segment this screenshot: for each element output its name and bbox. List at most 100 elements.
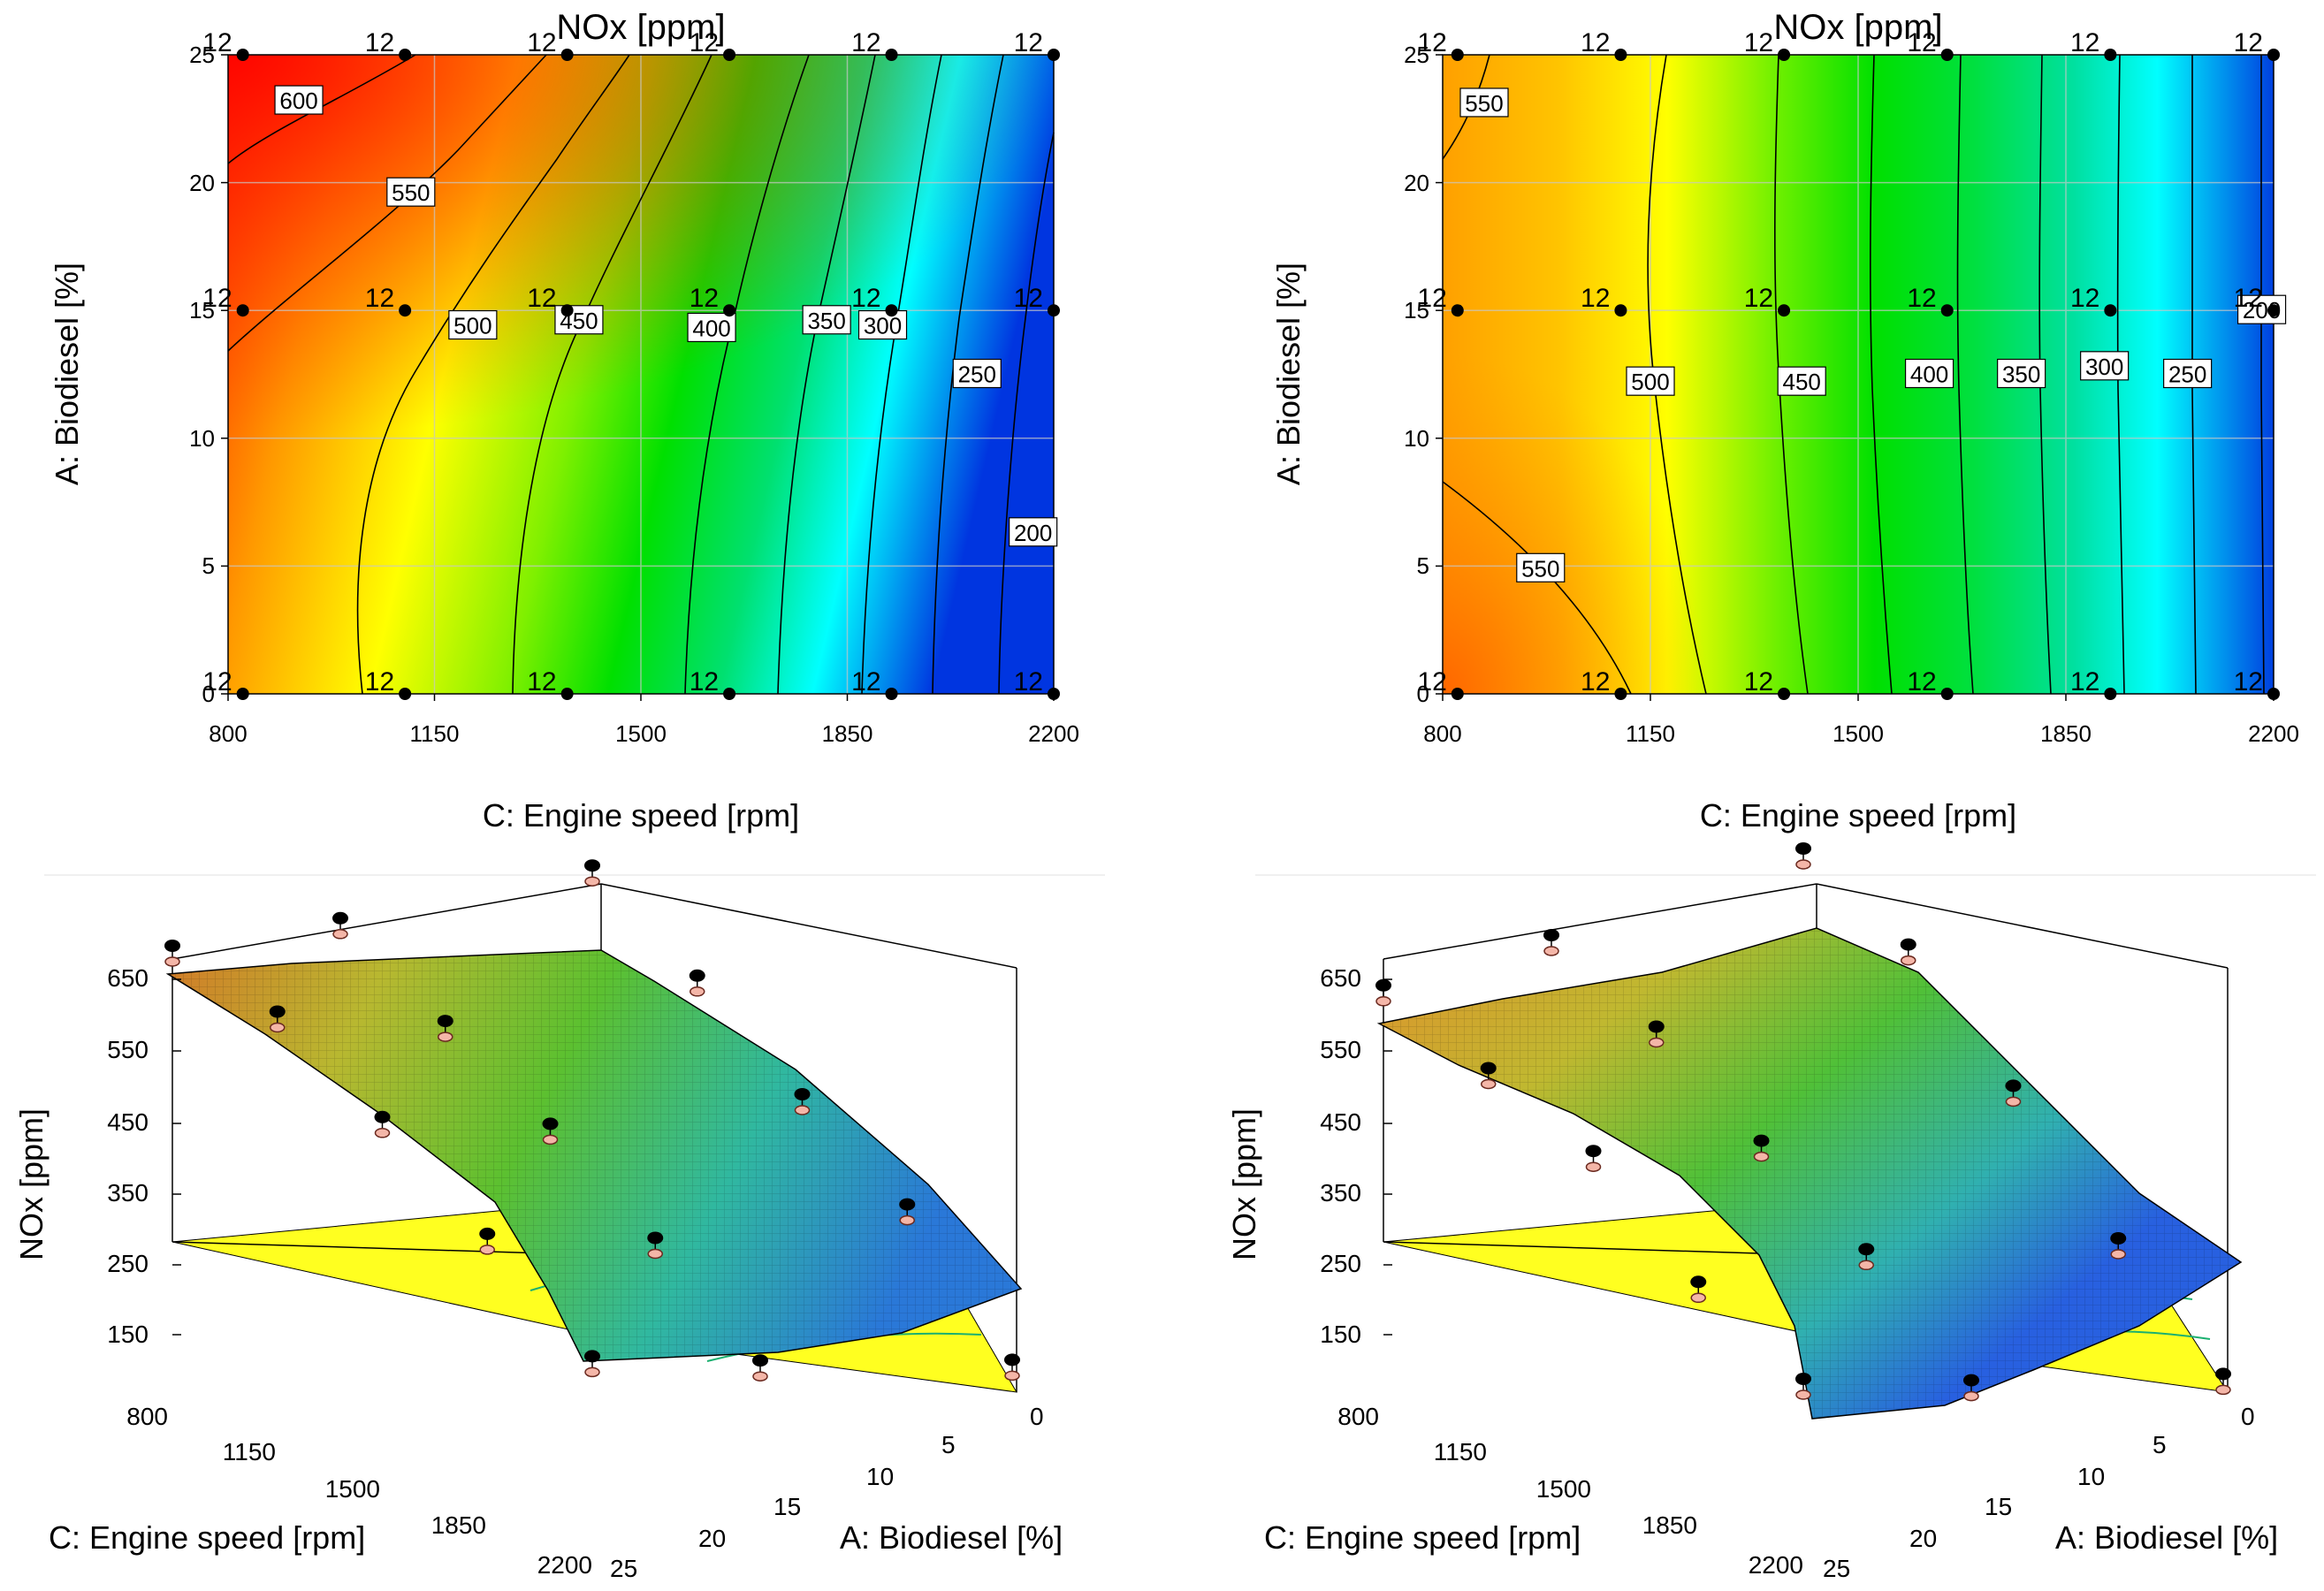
surface-point-black: [752, 1354, 768, 1367]
surface-left-points: [164, 859, 1020, 1382]
contour-right-grid: [1443, 55, 2274, 694]
design-point: [885, 688, 898, 700]
ztick-label: 450: [107, 1108, 149, 1136]
ytick-label: 0: [2241, 1403, 2255, 1430]
ytick-label: 10: [189, 425, 215, 452]
surface-data-point: [647, 1231, 664, 1260]
contour-label: 550: [1516, 552, 1566, 582]
design-point: [2104, 688, 2117, 700]
contour-label-text: 400: [1910, 362, 1948, 388]
contour-left-yticks: [221, 54, 228, 695]
contour-label: 250: [952, 358, 1002, 389]
surface-point-black: [479, 1227, 496, 1240]
surface-data-point: [1543, 929, 1559, 956]
ztick-label: 350: [107, 1179, 149, 1207]
surface-point-pink: [1795, 859, 1811, 870]
contour-left-xticks: [227, 694, 1055, 701]
design-point: [1048, 304, 1060, 317]
surface-data-point: [584, 859, 600, 887]
contour-label-box: [1009, 517, 1058, 547]
surface-left-mesh-lines: [168, 950, 1021, 1361]
surface-point-black: [647, 1231, 664, 1245]
contour-label-box: [2163, 358, 2213, 389]
surface-point-black: [374, 1110, 391, 1123]
contour-line-150: [2259, 54, 2265, 695]
ytick-label: 5: [1417, 552, 1429, 579]
replicate-count: 12: [2234, 284, 2263, 313]
ytick-label: 0: [1417, 681, 1429, 707]
surface-right-mesh-lines: [1379, 928, 2241, 1419]
replicate-count: 12: [2234, 28, 2263, 57]
surface-point-black: [1480, 1062, 1497, 1075]
contour-label-text: 300: [2085, 354, 2123, 380]
surface-point-pink: [1481, 1078, 1497, 1090]
design-point: [399, 304, 412, 317]
surface-point-pink: [1004, 1370, 1020, 1382]
surface-data-point: [1480, 1062, 1497, 1090]
surface-right-points: [1375, 842, 2231, 1402]
design-point: [1940, 688, 1954, 700]
design-point: [885, 304, 898, 317]
surface-point-black: [584, 859, 600, 872]
xtick-label: 1500: [615, 720, 667, 747]
replicate-count: 12: [1744, 28, 1773, 57]
surface-left-xtick-labels: 800 1150 1500 1850 2200: [126, 1403, 592, 1579]
replicate-count: 12: [1907, 667, 1936, 697]
ytick-label: 25: [1823, 1555, 1850, 1582]
ztick-label: 250: [107, 1250, 149, 1277]
replicate-count: 12: [365, 284, 394, 313]
contour-label-box: [952, 358, 1002, 389]
surface-left-ylabel: A: Biodiesel [%]: [840, 1519, 1063, 1556]
contour-line-200: [2191, 54, 2197, 695]
contour-line-300: [2038, 54, 2052, 695]
surface-data-point: [1963, 1374, 1979, 1402]
design-point: [560, 688, 574, 700]
contour-label: 400: [687, 312, 736, 343]
contour-right-hot-corner: [1443, 354, 1708, 694]
xtick-label: 1850: [431, 1511, 486, 1539]
contour-label-box: [1997, 358, 2046, 389]
contour-right-ytick-labels: 0 5 10 15 20 25: [1404, 42, 1429, 707]
contour-line-400: [1870, 54, 1893, 695]
xtick-label: 1850: [1642, 1511, 1697, 1539]
surface-data-point: [1004, 1353, 1020, 1382]
replicate-count: 12: [202, 284, 232, 313]
contour-left-xlabel: C: Engine speed [rpm]: [483, 797, 799, 834]
design-point: [2104, 304, 2117, 317]
contour-label: 200: [2236, 294, 2287, 324]
surface-point-pink: [438, 1031, 453, 1042]
ytick-label: 20: [1404, 170, 1429, 196]
design-point: [1614, 49, 1627, 61]
design-point: [236, 49, 249, 61]
surface-point-pink: [752, 1371, 768, 1382]
contour-label-box: [1626, 366, 1675, 396]
design-point: [1451, 304, 1464, 317]
design-point: [236, 688, 249, 700]
ztick-label: 650: [107, 964, 149, 992]
contour-label: 300: [2080, 351, 2130, 381]
surface-data-point: [689, 969, 705, 997]
replicate-count: 12: [1744, 284, 1773, 313]
surface-left-ztick-labels: 150 250 350 450 550 650: [107, 964, 149, 1348]
surface-point-pink: [332, 929, 348, 940]
contour-label-text: 250: [958, 362, 996, 388]
xtick-label: 1150: [1434, 1438, 1487, 1465]
xtick-label: 1150: [410, 720, 460, 747]
contour-label-text: 600: [279, 88, 317, 114]
contour-right-labels: 550 500 450 400 350 300 250 200 550: [1459, 88, 2287, 582]
surface-data-point: [164, 940, 180, 967]
design-point: [2267, 304, 2280, 317]
contour-label-box: [274, 85, 324, 115]
contour-left-title: NOx [ppm]: [556, 8, 725, 47]
contour-label-box: [448, 309, 498, 340]
contour-left-design-points: 12 12 12 12 12 12 12 12 12 12 12 12 12 12 12 12 12 12: [202, 28, 1060, 700]
design-point: [885, 49, 898, 61]
ytick-label: 25: [610, 1555, 637, 1582]
surface-point-black: [1795, 1373, 1811, 1385]
surface-right-ytick-labels: 0 5 10 15 20 25: [1823, 1403, 2255, 1582]
contour-label: 450: [1777, 366, 1826, 396]
surface-left-ytick-labels: 0 5 10 15 20 25: [610, 1403, 1044, 1582]
surface-point-pink: [2110, 1249, 2126, 1260]
design-point: [1048, 688, 1060, 700]
